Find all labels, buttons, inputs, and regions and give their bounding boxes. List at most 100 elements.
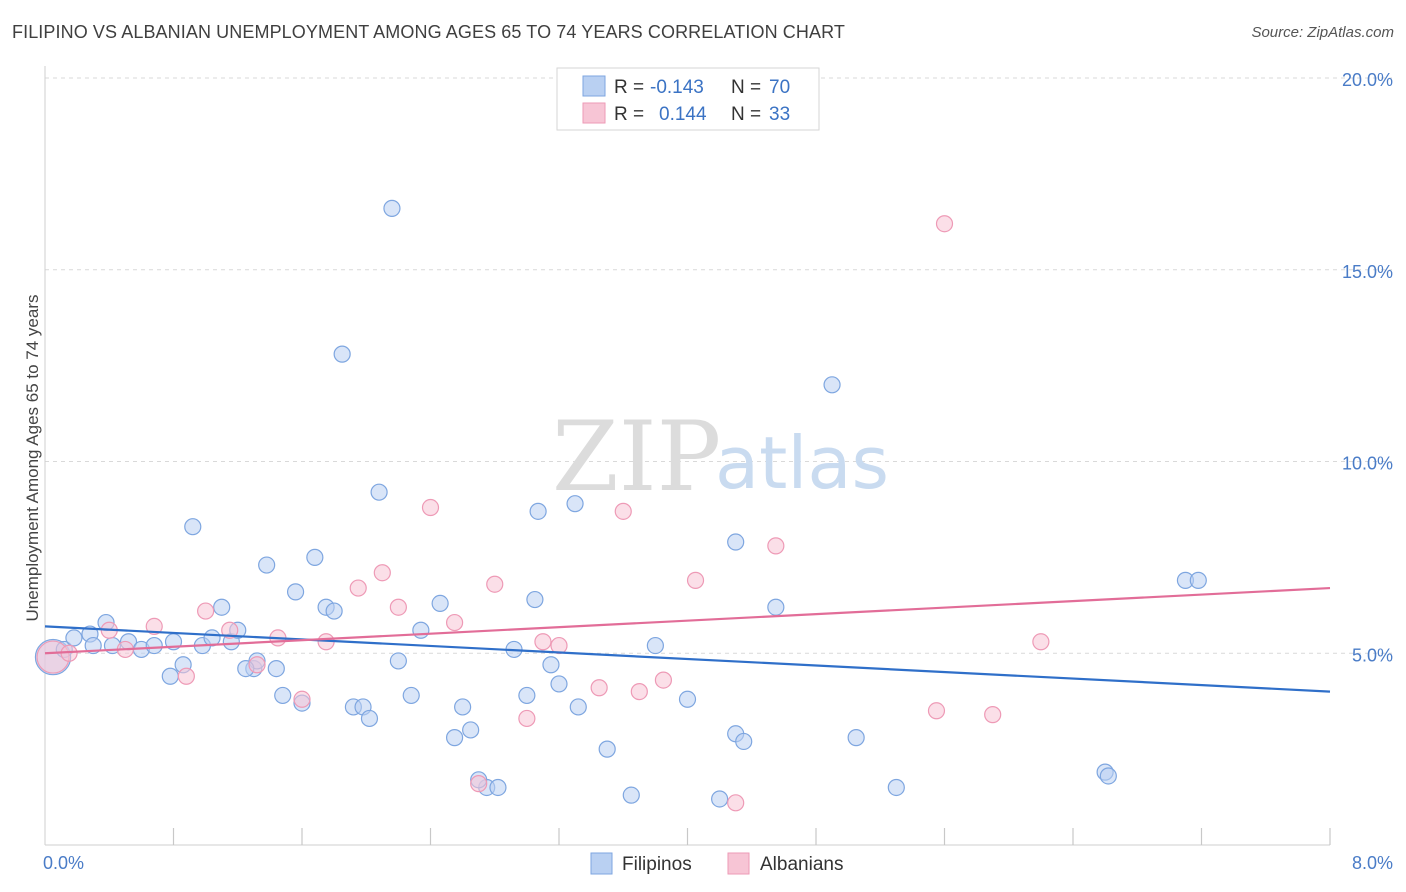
data-points — [34, 199, 1207, 812]
filipino-point — [286, 583, 305, 601]
legend-r-value-2: 0.144 — [659, 104, 707, 125]
y-tick-label: 20.0% — [1342, 70, 1393, 90]
filipino-point — [454, 698, 472, 716]
legend-swatch-albanians — [582, 102, 606, 124]
y-axis-label: Unemployment Among Ages 65 to 74 years — [23, 295, 42, 622]
y-tick-labels: 5.0% 10.0% 15.0% 20.0% — [1342, 70, 1393, 665]
x-tick-labels: 0.0% 8.0% — [43, 853, 1393, 873]
filipino-point — [274, 686, 292, 705]
albanian-point — [293, 690, 311, 708]
filipino-point — [518, 686, 536, 705]
filipino-point — [383, 199, 401, 217]
filipino-point — [566, 495, 584, 513]
legend-n-label-2: N = — [731, 104, 761, 125]
trend-lines — [44, 586, 1331, 693]
albanian-point — [984, 706, 1002, 724]
filipino-point — [325, 602, 343, 620]
watermark-atlas: atlas — [715, 421, 889, 505]
filipino-point — [161, 667, 179, 685]
albanian-point — [686, 571, 705, 589]
albanian-point — [248, 656, 266, 674]
y-tick-label: 10.0% — [1342, 454, 1393, 474]
chart-title: FILIPINO VS ALBANIAN UNEMPLOYMENT AMONG … — [12, 22, 845, 42]
filipino-point — [370, 483, 388, 501]
filipino-point — [526, 590, 544, 609]
y-tick-label: 5.0% — [1352, 645, 1393, 665]
albanian-point — [389, 598, 407, 616]
legend-r-label-1: R = — [614, 77, 644, 98]
filipino-point — [711, 790, 729, 808]
filipino-point — [412, 621, 430, 639]
filipino-trend-line — [44, 625, 1331, 693]
y-tick-label: 15.0% — [1342, 262, 1393, 282]
filipino-point — [184, 518, 202, 536]
filipino-point — [646, 636, 664, 655]
albanian-point — [767, 537, 785, 555]
watermark-zip: ZIP — [552, 401, 721, 513]
axes — [44, 66, 1331, 846]
source-credit: Source: ZipAtlas.com — [1251, 24, 1394, 41]
filipino-point — [823, 376, 841, 394]
filipino-point — [767, 598, 785, 616]
albanian-point — [470, 775, 488, 793]
legend-n-value-2: 33 — [769, 104, 790, 125]
albanian-point — [177, 667, 195, 685]
filipino-point — [735, 732, 753, 751]
correlation-legend: R = -0.143 N = 70 R = 0.144 N = 33 — [556, 67, 820, 131]
albanian-point — [935, 215, 954, 233]
albanian-point — [614, 502, 632, 520]
albanian-point — [590, 679, 608, 697]
series-legend: Filipinos Albanians — [590, 852, 843, 875]
legend-r-value-1: -0.143 — [650, 77, 704, 98]
legend-swatch-filipinos — [582, 75, 606, 97]
filipino-point — [445, 729, 464, 747]
albanian-trend-line — [44, 586, 1331, 655]
grid-lines — [45, 77, 1392, 654]
albanian-point — [927, 702, 946, 720]
filipino-point — [258, 556, 276, 574]
albanian-point — [630, 682, 648, 701]
x-tick-label: 0.0% — [43, 853, 84, 873]
legend-n-value-1: 70 — [769, 77, 790, 98]
filipino-point — [550, 675, 568, 693]
albanian-point — [486, 575, 504, 593]
filipino-point — [847, 729, 865, 747]
albanian-point — [1032, 633, 1050, 651]
albanian-point — [534, 633, 552, 651]
albanian-point — [445, 613, 464, 632]
filipino-point — [598, 740, 616, 758]
filipino-point — [145, 636, 163, 655]
albanian-point — [349, 579, 367, 597]
filipino-point — [267, 659, 285, 678]
albanian-point — [221, 621, 239, 639]
albanian-point — [654, 671, 673, 689]
filipino-point — [65, 629, 83, 647]
filipino-point — [727, 533, 745, 551]
filipino-point — [569, 698, 587, 716]
albanian-point — [727, 794, 745, 812]
albanian-point — [373, 564, 391, 582]
albanian-point — [197, 602, 215, 620]
filipino-point — [402, 686, 420, 705]
legend-swatch-albanians-bottom — [727, 852, 750, 875]
filipino-point — [333, 345, 351, 363]
filipino-point — [306, 548, 324, 566]
filipino-point — [887, 778, 905, 797]
filipino-point — [678, 690, 697, 708]
albanian-point — [518, 709, 536, 728]
filipino-point — [489, 778, 507, 797]
filipino-point — [622, 786, 640, 804]
filipino-point — [1189, 571, 1207, 589]
filipino-point — [389, 652, 407, 670]
legend-swatch-filipinos-bottom — [590, 852, 613, 875]
filipino-point — [360, 709, 379, 728]
filipino-point — [529, 502, 547, 520]
legend-label-filipinos: Filipinos — [622, 854, 692, 875]
x-tick-label: 8.0% — [1352, 853, 1393, 873]
filipino-point — [1099, 767, 1117, 785]
legend-r-label-2: R = — [614, 104, 644, 125]
legend-n-label-1: N = — [731, 77, 761, 98]
filipino-point — [431, 594, 449, 612]
filipino-point — [213, 598, 231, 616]
